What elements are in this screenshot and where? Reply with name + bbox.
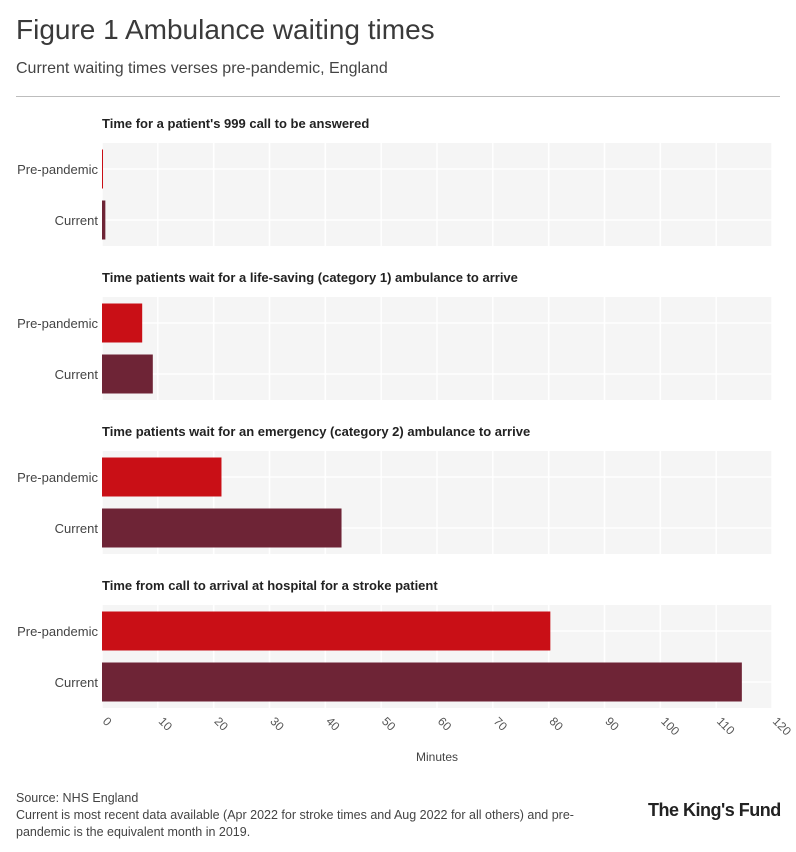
- chart-footer: Source: NHS England Current is most rece…: [16, 790, 626, 841]
- category-label: Pre-pandemic: [17, 316, 98, 331]
- bar-current: [102, 662, 742, 702]
- x-tick-label: 100: [658, 714, 682, 738]
- x-tick-label: 90: [602, 714, 622, 734]
- category-label: Current: [55, 675, 99, 690]
- x-tick-label: 120: [770, 714, 794, 738]
- panel-title: Time from call to arrival at hospital fo…: [102, 578, 438, 593]
- x-tick-label: 60: [435, 714, 455, 734]
- bar-pre-pandemic: [102, 457, 222, 497]
- panel-title: Time patients wait for an emergency (cat…: [102, 424, 530, 439]
- chart-subtitle: Current waiting times verses pre-pandemi…: [16, 60, 388, 77]
- header-divider: [16, 96, 780, 97]
- panel-title: Time patients wait for a life-saving (ca…: [102, 270, 518, 285]
- category-label: Current: [55, 521, 99, 536]
- x-tick-label: 80: [547, 714, 567, 734]
- kings-fund-logo: The King's Fund: [648, 800, 781, 820]
- category-label: Current: [55, 213, 99, 228]
- bar-pre-pandemic: [102, 149, 103, 189]
- bar-current: [102, 508, 342, 548]
- x-axis-label: Minutes: [416, 750, 458, 764]
- category-label: Pre-pandemic: [17, 162, 98, 177]
- category-label: Current: [55, 367, 99, 382]
- x-tick-label: 10: [156, 714, 176, 734]
- bar-pre-pandemic: [102, 611, 551, 651]
- bar-chart: Time for a patient's 999 call to be answ…: [17, 116, 794, 764]
- x-tick-label: 70: [491, 714, 511, 734]
- data-note: Current is most recent data available (A…: [16, 808, 574, 839]
- x-tick-label: 110: [714, 714, 738, 738]
- category-label: Pre-pandemic: [17, 470, 98, 485]
- bar-current: [102, 200, 106, 240]
- panel-title: Time for a patient's 999 call to be answ…: [102, 116, 369, 131]
- x-tick-label: 50: [379, 714, 399, 734]
- bar-pre-pandemic: [102, 303, 143, 343]
- x-tick-label: 40: [323, 714, 343, 734]
- source-note: Source: NHS England: [16, 791, 139, 805]
- category-label: Pre-pandemic: [17, 624, 98, 639]
- chart-title: Figure 1 Ambulance waiting times: [16, 14, 435, 45]
- bar-current: [102, 354, 153, 394]
- x-tick-label: 30: [267, 714, 287, 734]
- x-tick-label: 20: [212, 714, 232, 734]
- x-tick-label: 0: [100, 714, 115, 729]
